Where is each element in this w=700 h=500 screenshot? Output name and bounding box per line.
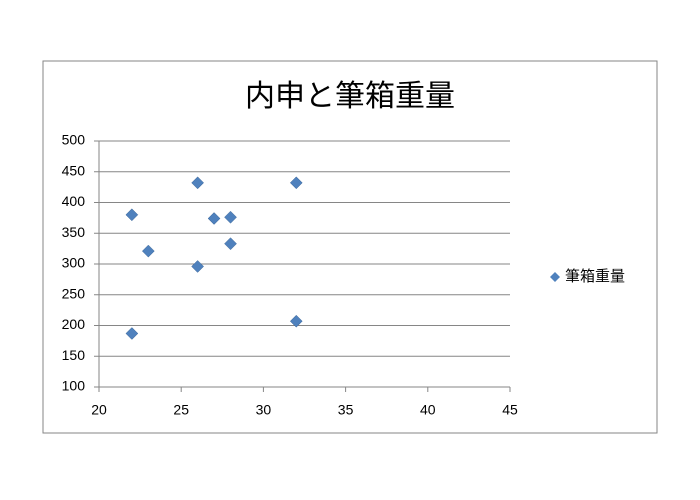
x-tick-label: 30 [256,402,272,418]
x-tick-label: 25 [173,402,189,418]
y-tick-label: 300 [62,255,86,271]
point [125,327,139,340]
y-tick-label: 500 [62,132,86,148]
point [289,314,303,328]
point [141,244,155,258]
x-tick-label: 45 [502,402,518,418]
chart-frame [42,60,658,434]
y-tick-label: 250 [62,285,86,301]
y-tick-label: 450 [62,162,86,178]
point [191,176,204,190]
x-tick-label: 40 [420,402,436,418]
point [289,176,303,190]
x-tick-label: 35 [338,402,354,418]
point [224,210,237,224]
legend-label: 筆箱重量 [565,268,625,285]
y-tick-label: 350 [62,224,86,240]
point [125,208,139,222]
y-tick-label: 100 [62,378,86,394]
point [207,212,221,225]
y-tick-label: 200 [62,316,86,332]
y-tick-label: 150 [62,347,86,363]
point [224,237,237,251]
point [191,260,204,273]
legend-marker [550,272,560,282]
x-tick-label: 20 [91,402,107,418]
chart-title: 内申と筆箱重量 [245,80,455,113]
y-tick-label: 400 [62,193,86,209]
